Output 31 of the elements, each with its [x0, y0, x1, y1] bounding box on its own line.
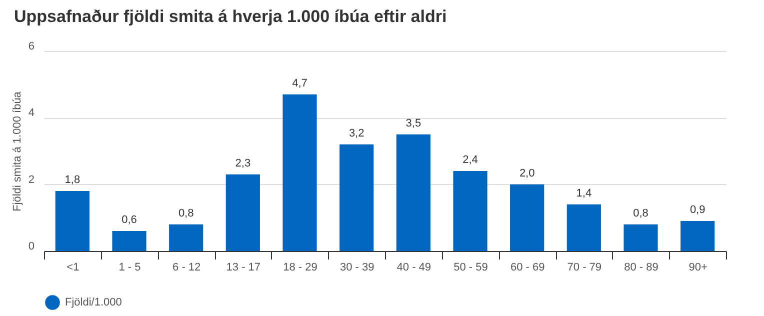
x-tick-label: 1 - 5 [118, 262, 141, 274]
data-label: 0,8 [178, 207, 194, 220]
x-tick-label: 13 - 17 [226, 262, 261, 274]
data-label: 3,2 [348, 127, 364, 140]
legend-label: Fjöldi/1.000 [65, 296, 122, 308]
data-label: 0,6 [122, 214, 137, 226]
x-tick-label: 50 - 59 [454, 262, 488, 274]
x-tick-label: <1 [66, 262, 80, 274]
x-tick-label: 60 - 69 [510, 262, 545, 274]
data-label: 4,7 [292, 77, 308, 90]
y-tick-label: 6 [28, 40, 34, 52]
y-tick-label: 4 [28, 107, 34, 120]
x-tick-label: 18 - 29 [283, 262, 318, 274]
data-label: 1,4 [576, 187, 592, 200]
data-label: 2,3 [235, 157, 251, 170]
data-label: 3,5 [406, 117, 422, 130]
x-tick-label: 6 - 12 [172, 262, 201, 274]
data-label: 2,4 [462, 154, 478, 166]
y-tick-label: 0 [28, 240, 34, 252]
chart-title: Uppsafnaður fjöldi smita á hverja 1.000 íbúa eftir aldri [14, 7, 447, 26]
data-label: 0,9 [690, 204, 706, 216]
x-tick-label: 30 - 39 [340, 262, 374, 274]
x-tick-label: 90+ [688, 262, 708, 274]
x-tick-label: 80 - 89 [624, 262, 658, 274]
x-tick-label: 70 - 79 [567, 262, 602, 274]
y-axis-title: Fjöldi smita á 1.000 íbúa [11, 90, 24, 212]
data-label: 2,0 [519, 167, 535, 180]
y-tick-label: 2 [28, 174, 34, 186]
data-label: 0,8 [633, 207, 648, 220]
x-tick-label: 40 - 49 [396, 262, 432, 274]
data-label: 1,8 [64, 174, 80, 186]
